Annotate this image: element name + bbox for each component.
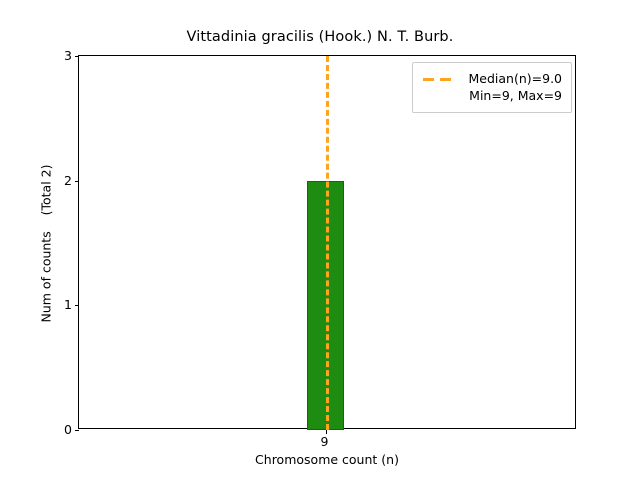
median-line (325, 56, 329, 430)
legend: Median(n)=9.0 Min=9, Max=9 (412, 62, 572, 113)
ytick-label-3: 3 (64, 48, 72, 63)
ytick-mark-0 (75, 430, 79, 431)
plot-area (75, 55, 576, 434)
ytick-mark-1 (75, 305, 79, 307)
ytick-label-2: 2 (64, 172, 72, 188)
dashed-line-icon (422, 72, 455, 88)
x-axis-label: Chromosome count (n) (255, 452, 399, 467)
legend-label-median: Median(n)=9.0 (468, 71, 563, 86)
legend-label-group: Median(n)=9.0 Min=9, Max=9 (455, 70, 563, 104)
chart-title: Vittadinia gracilis (Hook.) N. T. Burb. (186, 29, 454, 45)
xtick-mark-9 (325, 430, 327, 434)
ytick-mark-2 (75, 180, 79, 182)
ytick-label-1: 1 (64, 297, 72, 313)
xtick-label-9: 9 (320, 434, 329, 449)
ytick-label-0: 0 (64, 422, 72, 437)
legend-label-minmax: Min=9, Max=9 (469, 88, 562, 103)
y-axis-label: Num of counts (Total 2) (38, 164, 54, 323)
legend-entry-median: Median(n)=9.0 Min=9, Max=9 (413, 63, 571, 112)
ytick-mark-3 (75, 56, 79, 57)
